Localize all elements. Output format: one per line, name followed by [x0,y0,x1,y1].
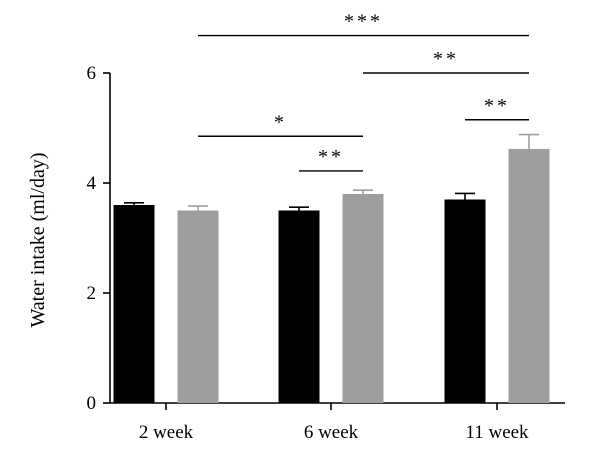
y-tick-label: 0 [87,393,97,414]
x-tick-label: 2 week [139,422,194,443]
y-tick-label: 4 [87,173,97,194]
bar [444,199,486,403]
bar [177,210,219,403]
bar [508,148,550,403]
bar [342,194,384,403]
y-tick-label: 2 [87,283,97,304]
bar [278,210,320,403]
significance-brackets: ********** [198,11,529,172]
significance-label: * [274,111,287,133]
significance-label: ** [318,146,344,168]
x-tick-label: 6 week [304,422,359,443]
significance-label: ** [484,95,510,117]
error-bars [124,133,539,211]
y-tick-label: 6 [87,63,97,84]
x-tick-label: 11 week [465,422,529,443]
y-axis-title: Water intake (ml/day) [27,153,49,328]
bar [113,205,155,403]
significance-label: ** [433,48,459,70]
bars [113,148,550,403]
significance-label: *** [344,11,383,33]
